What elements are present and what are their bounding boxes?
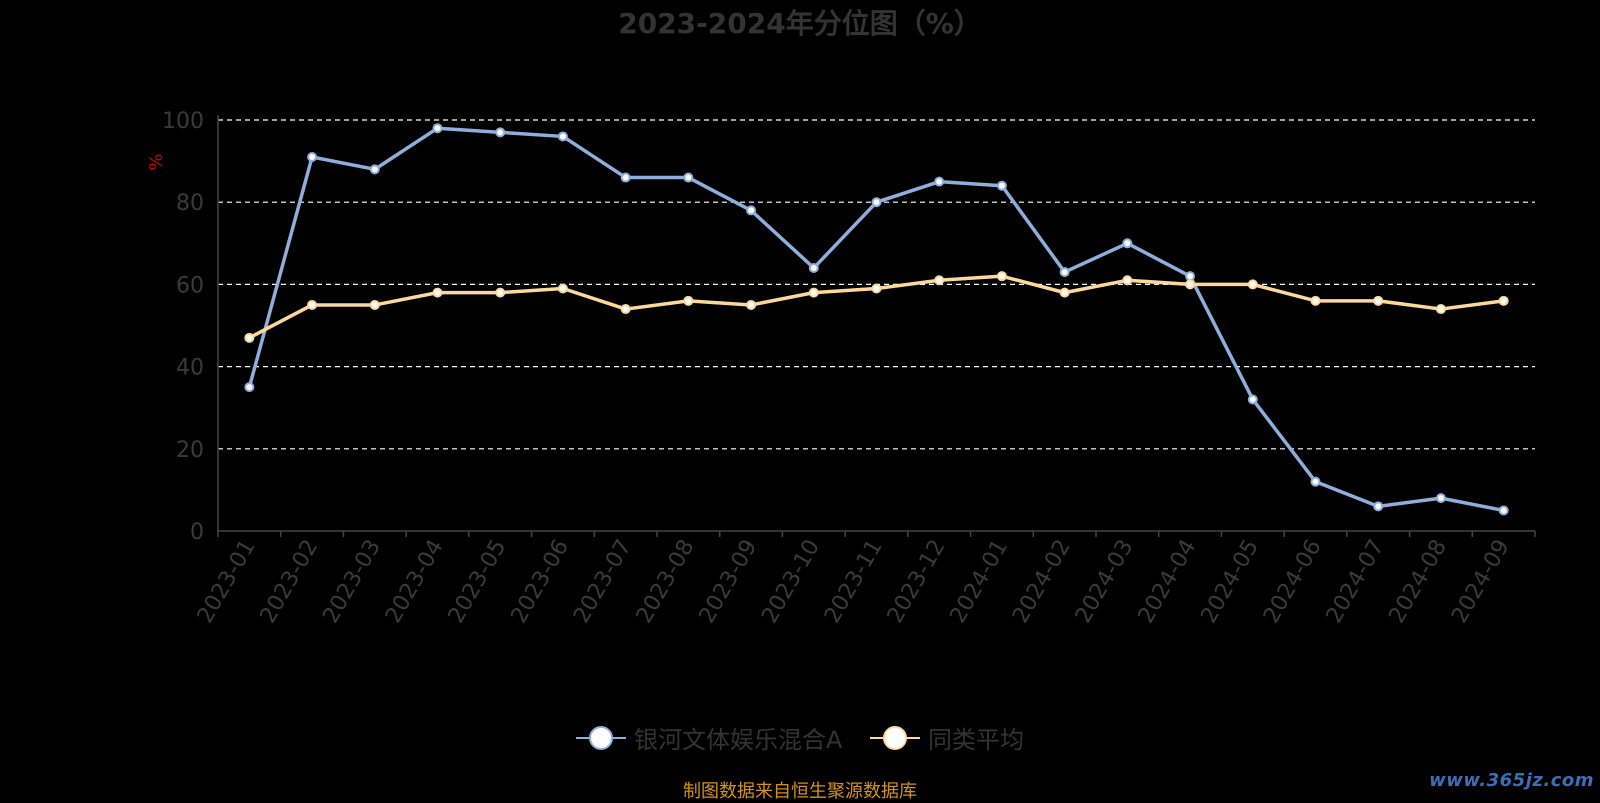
data-point-fund xyxy=(1310,476,1321,487)
x-tick-label: 2024-03 xyxy=(1071,536,1139,628)
x-tick-label: 2023-11 xyxy=(820,536,888,628)
y-tick-label: 80 xyxy=(176,191,204,216)
x-tick-label: 2024-08 xyxy=(1385,536,1453,628)
data-point-fund xyxy=(620,172,631,183)
data-point-fund xyxy=(1498,505,1509,516)
data-point-category-average xyxy=(1247,279,1258,290)
chart-title: 2023-2024年分位图（%） xyxy=(618,7,982,40)
x-tick-label: 2023-09 xyxy=(695,536,763,628)
data-point-fund xyxy=(1185,271,1196,282)
x-tick-label: 2024-04 xyxy=(1134,536,1202,628)
x-tick-label: 2024-01 xyxy=(946,536,1014,628)
data-point-category-average xyxy=(934,275,945,286)
x-tick-label: 2024-06 xyxy=(1259,536,1327,628)
data-point-fund xyxy=(495,127,506,138)
data-point-fund xyxy=(1435,493,1446,504)
data-point-fund xyxy=(934,176,945,187)
y-tick-label: 40 xyxy=(176,356,204,381)
x-tick-label: 2023-12 xyxy=(883,536,951,628)
x-tick-label: 2023-07 xyxy=(569,536,637,628)
x-tick-label: 2024-05 xyxy=(1196,536,1264,628)
x-tick-label: 2023-06 xyxy=(507,536,575,628)
data-point-category-average xyxy=(1435,304,1446,315)
x-tick-label: 2024-09 xyxy=(1447,536,1515,628)
data-point-fund xyxy=(996,180,1007,191)
data-point-fund xyxy=(307,151,318,162)
data-point-category-average xyxy=(557,283,568,294)
data-point-category-average xyxy=(808,287,819,298)
data-point-category-average xyxy=(996,271,1007,282)
x-tick-label: 2023-05 xyxy=(444,536,512,628)
data-point-category-average xyxy=(432,287,443,298)
data-point-category-average xyxy=(683,295,694,306)
x-tick-label: 2023-03 xyxy=(318,536,386,628)
data-point-fund xyxy=(369,164,380,175)
x-tick-label: 2024-07 xyxy=(1322,536,1390,628)
data-point-category-average xyxy=(1122,275,1133,286)
data-point-category-average xyxy=(1498,295,1509,306)
data-point-fund xyxy=(808,262,819,273)
data-point-fund xyxy=(1059,267,1070,278)
data-point-category-average xyxy=(1059,287,1070,298)
y-axis-title: % xyxy=(146,153,167,170)
site-watermark: www.365jz.com xyxy=(1429,770,1594,791)
legend-item-category-average[interactable]: 同类平均 xyxy=(870,720,1024,755)
data-point-fund xyxy=(746,205,757,216)
y-tick-label: 60 xyxy=(176,273,204,298)
series-line-fund xyxy=(247,126,1504,513)
data-point-fund xyxy=(871,197,882,208)
data-point-category-average xyxy=(307,299,318,310)
chart-legend: 银河文体娱乐混合A 同类平均 xyxy=(0,720,1600,759)
y-tick-label: 100 xyxy=(162,109,204,134)
data-source-note: 制图数据来自恒生聚源数据库 xyxy=(683,781,917,802)
legend-marker-category-average xyxy=(870,725,921,750)
legend-label-category-average: 同类平均 xyxy=(928,726,1025,754)
data-point-fund xyxy=(432,123,443,134)
data-point-fund xyxy=(683,172,694,183)
data-point-category-average xyxy=(1310,295,1321,306)
data-point-category-average xyxy=(495,287,506,298)
data-point-category-average xyxy=(244,332,255,343)
data-point-fund xyxy=(557,131,568,142)
data-point-category-average xyxy=(746,299,757,310)
data-point-fund xyxy=(1247,394,1258,405)
legend-marker-fund xyxy=(575,725,626,750)
data-point-fund xyxy=(1373,501,1384,512)
x-tick-label: 2023-10 xyxy=(757,536,825,628)
legend-label-fund: 银河文体娱乐混合A xyxy=(633,726,843,754)
y-tick-label: 20 xyxy=(176,438,204,463)
data-point-category-average xyxy=(871,283,882,294)
y-tick-label: 0 xyxy=(190,520,204,545)
data-point-fund xyxy=(244,382,255,393)
x-tick-label: 2023-02 xyxy=(256,536,324,628)
data-point-category-average xyxy=(620,304,631,315)
data-point-category-average xyxy=(1185,279,1196,290)
x-tick-label: 2024-02 xyxy=(1008,536,1076,628)
x-tick-label: 2023-01 xyxy=(193,536,261,628)
data-point-category-average xyxy=(369,299,380,310)
x-tick-label: 2023-08 xyxy=(632,536,700,628)
legend-item-fund[interactable]: 银河文体娱乐混合A xyxy=(575,720,843,755)
data-point-category-average xyxy=(1373,295,1384,306)
x-tick-label: 2023-04 xyxy=(381,536,449,628)
data-point-fund xyxy=(1122,238,1133,249)
